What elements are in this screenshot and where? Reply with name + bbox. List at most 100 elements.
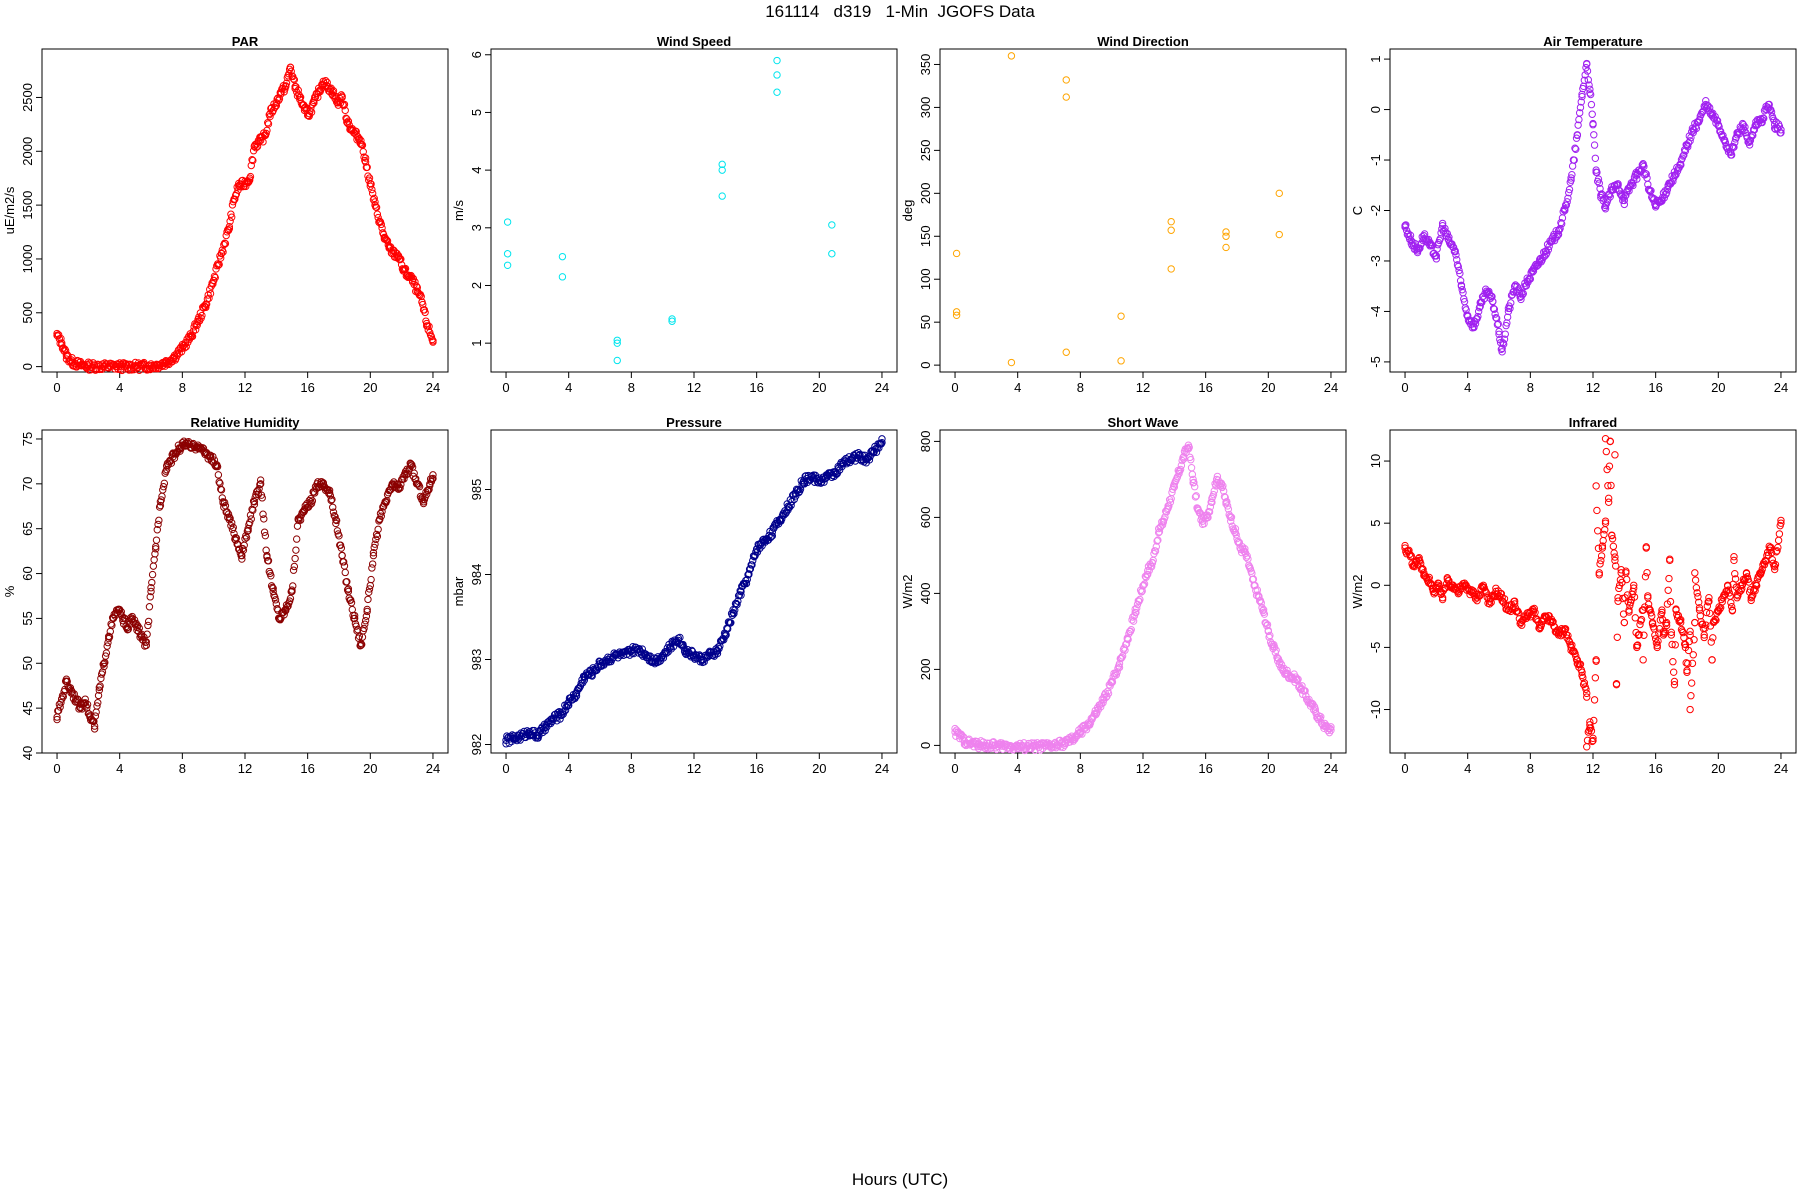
trace-point bbox=[1223, 497, 1231, 506]
y-tick-label: -2 bbox=[1368, 205, 1383, 217]
trace-point bbox=[1593, 506, 1601, 515]
trace-point bbox=[1406, 553, 1415, 561]
trace-point bbox=[1223, 502, 1232, 510]
trace-point bbox=[159, 482, 168, 491]
trace-point bbox=[1608, 531, 1616, 539]
trace-point bbox=[1435, 579, 1443, 588]
trace-point bbox=[1774, 536, 1783, 545]
trace-point bbox=[1668, 640, 1676, 649]
x-tick-label: 20 bbox=[1261, 761, 1275, 776]
x-tick-label: 16 bbox=[749, 380, 763, 395]
trace-point bbox=[1593, 527, 1602, 535]
x-tick-label: 20 bbox=[812, 761, 826, 776]
trace-point bbox=[341, 568, 349, 577]
trace-point bbox=[266, 112, 274, 121]
data-point bbox=[718, 166, 726, 174]
x-tick-label: 8 bbox=[1527, 380, 1534, 395]
trace-point bbox=[1108, 678, 1117, 686]
trace-point bbox=[1456, 269, 1464, 278]
trace-point bbox=[335, 532, 343, 540]
trace-point bbox=[958, 732, 966, 740]
trace-point bbox=[1741, 123, 1749, 131]
trace-point bbox=[149, 562, 158, 570]
trace-point bbox=[350, 614, 358, 623]
trace-point bbox=[1610, 549, 1618, 557]
trace-point bbox=[1712, 616, 1720, 624]
trace-point bbox=[361, 620, 369, 628]
trace-point bbox=[1259, 606, 1268, 614]
trace-point bbox=[187, 331, 195, 340]
trace-point bbox=[205, 294, 213, 302]
x-tick-label: 20 bbox=[363, 761, 377, 776]
x-tick-label: 24 bbox=[1324, 380, 1338, 395]
x-tick-label: 4 bbox=[1014, 761, 1021, 776]
trace-point bbox=[1455, 266, 1463, 275]
x-tick-label: 0 bbox=[53, 761, 60, 776]
trace-point bbox=[329, 508, 338, 516]
trace-point bbox=[721, 632, 730, 640]
trace-point bbox=[255, 485, 263, 493]
trace-point bbox=[365, 585, 374, 593]
trace-point bbox=[1283, 666, 1291, 675]
trace-point bbox=[1133, 604, 1141, 612]
plot-frame bbox=[1389, 48, 1797, 373]
trace-point bbox=[271, 596, 280, 604]
y-tick-label: 300 bbox=[918, 97, 933, 119]
trace-point bbox=[1695, 598, 1703, 606]
trace-point bbox=[1576, 660, 1585, 668]
y-axis-label: % bbox=[2, 585, 17, 597]
trace-point bbox=[1748, 131, 1756, 139]
trace-point bbox=[1751, 587, 1759, 595]
trace-point bbox=[1272, 646, 1280, 654]
trace-point bbox=[1692, 584, 1701, 592]
x-tick-label: 8 bbox=[628, 761, 635, 776]
data-point bbox=[503, 261, 512, 269]
y-tick-label: 1000 bbox=[20, 244, 35, 273]
trace-point bbox=[1470, 588, 1478, 596]
trace-point bbox=[182, 342, 190, 351]
y-tick-label: 1500 bbox=[20, 191, 35, 220]
trace-point bbox=[1756, 569, 1764, 577]
trace-point bbox=[374, 213, 382, 222]
trace-point bbox=[1653, 641, 1661, 650]
trace-point bbox=[1772, 548, 1780, 556]
trace-point bbox=[1510, 597, 1519, 605]
trace-point bbox=[1640, 631, 1648, 639]
trace-point bbox=[1227, 517, 1235, 525]
trace-point bbox=[1438, 595, 1447, 604]
trace-point bbox=[425, 485, 433, 494]
trace-point bbox=[1606, 437, 1614, 446]
trace-point bbox=[1587, 727, 1596, 735]
trace-point bbox=[1118, 653, 1126, 662]
y-tick-label: 0 bbox=[1368, 106, 1383, 113]
trace-point bbox=[282, 79, 291, 87]
trace-point bbox=[373, 532, 382, 541]
trace-point bbox=[1588, 110, 1596, 118]
trace-point bbox=[1770, 561, 1778, 570]
trace-point bbox=[150, 556, 158, 564]
trace-point bbox=[1591, 154, 1600, 163]
trace-point bbox=[1705, 597, 1713, 606]
data-point bbox=[147, 587, 155, 596]
trace-point bbox=[1671, 641, 1679, 649]
trace-point bbox=[844, 457, 852, 465]
trace-point bbox=[1647, 609, 1655, 617]
trace-point bbox=[1519, 289, 1527, 298]
trace-point bbox=[343, 586, 352, 594]
trace-point bbox=[263, 553, 271, 561]
trace-point bbox=[377, 220, 385, 229]
trace-point bbox=[361, 616, 370, 625]
trace-point bbox=[1595, 179, 1603, 187]
trace-point bbox=[1454, 262, 1462, 271]
trace-point bbox=[588, 672, 596, 680]
trace-point bbox=[1694, 592, 1702, 601]
y-tick-label: 4 bbox=[469, 167, 484, 174]
trace-point bbox=[1176, 465, 1185, 474]
trace-point bbox=[1671, 171, 1679, 180]
trace-point bbox=[53, 715, 61, 724]
trace-point bbox=[1687, 679, 1696, 687]
trace-point bbox=[1582, 63, 1590, 72]
trace-point bbox=[210, 272, 219, 281]
trace-point bbox=[98, 668, 107, 676]
data-point bbox=[1686, 705, 1694, 714]
